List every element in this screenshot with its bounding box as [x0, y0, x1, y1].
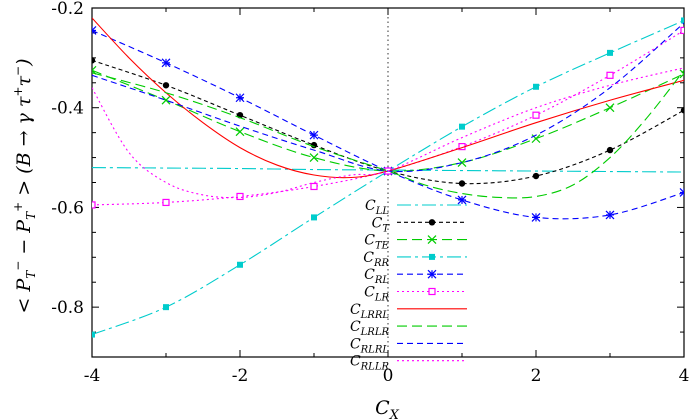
data-point-c-lr: [606, 71, 614, 79]
legend-label-c-rr: CRR: [363, 250, 389, 269]
data-point-c-rl: [309, 130, 319, 140]
series-line-c-rr: [92, 19, 684, 336]
legend-marker-c-te: [427, 235, 437, 245]
series-line-c-ll: [92, 166, 684, 173]
axis-labels: CX < PT− − PT+ > (B → γ τ+τ−): [11, 58, 400, 419]
data-point-c-rl: [92, 26, 97, 35]
y-tick-label: -0.2: [51, 0, 84, 19]
series-c-rlrl: [92, 22, 684, 173]
data-point-c-lr: [680, 26, 684, 35]
data-point-c-rl: [235, 93, 245, 103]
data-point-c-te-stroke: [679, 72, 684, 79]
data-point-c-te: [457, 158, 467, 167]
series-line-c-lrlr: [92, 69, 684, 199]
legend-label-c-ll: CLL: [365, 198, 389, 217]
plot-frame: [91, 7, 685, 358]
data-point-c-rr: [311, 214, 317, 221]
y-tick-label: -0.4: [51, 99, 84, 119]
series-line-c-te: [92, 69, 684, 172]
data-point-c-te-stroke: [235, 127, 245, 137]
x-tick-label: 4: [679, 366, 690, 386]
y-axis-label: < PT− − PT+ > (B → γ τ+τ−): [11, 58, 38, 313]
data-point-c-rl-stroke: [92, 29, 97, 35]
data-point-c-rl-stroke: [92, 26, 97, 32]
legend-marker-c-te-stroke: [427, 235, 437, 245]
legend-label-c-rl: CRL: [364, 267, 389, 286]
data-point-c-t: [680, 107, 684, 114]
data-point-c-rr: [607, 49, 613, 56]
legend-label-c-lrrl: CLRRL: [350, 302, 389, 321]
series-line-c-rllr: [92, 67, 684, 199]
data-point-c-te-stroke: [92, 65, 97, 72]
series-c-lrlr: [92, 69, 684, 199]
data-point-c-t: [532, 172, 540, 180]
data-point-c-rr: [533, 83, 539, 90]
legend-label-c-lrlr: CLRLR: [350, 319, 390, 338]
data-point-c-rr: [163, 304, 169, 311]
data-point-c-t: [606, 146, 614, 154]
x-tick-label: 2: [531, 366, 542, 386]
data-point-c-te: [235, 127, 245, 137]
series-c-ll: [92, 166, 684, 173]
series-c-rl: [92, 26, 684, 222]
data-point-c-t: [458, 180, 466, 187]
data-point-c-te: [605, 103, 615, 113]
y-tick-label: -0.6: [51, 198, 84, 218]
data-point-c-te-stroke: [531, 134, 541, 144]
data-point-c-te-stroke: [605, 103, 615, 113]
data-point-c-te: [531, 134, 541, 144]
data-point-c-rl: [457, 195, 467, 205]
x-tick-label: -2: [232, 366, 249, 386]
legend-label-c-lr: CLR: [364, 285, 389, 304]
data-point-c-rl-stroke: [679, 191, 684, 197]
legend-marker-c-rl: [427, 269, 437, 279]
data-point-c-t: [310, 141, 318, 149]
data-point-c-lr: [162, 198, 170, 207]
x-tick-label: -4: [84, 366, 101, 386]
plot-border: [91, 7, 685, 358]
data-point-c-t: [92, 57, 96, 64]
data-point-c-te: [161, 95, 171, 105]
legend-label-c-rlrl: CRLRL: [350, 336, 389, 355]
series-c-lr: [92, 26, 684, 209]
legend-label-c-te: CTE: [364, 233, 389, 252]
data-point-c-rr: [459, 123, 465, 130]
series-line-c-rlrl: [92, 22, 684, 173]
legend-label-c-rllr: CRLLR: [350, 354, 390, 373]
y-tick-label: -0.8: [51, 298, 84, 318]
data-point-c-rl: [605, 210, 615, 220]
data-point-c-lr: [532, 111, 540, 119]
data-point-c-lr: [236, 192, 244, 201]
data-point-c-te-stroke: [309, 153, 319, 162]
data-point-c-rr: [681, 17, 684, 24]
data-point-c-rl: [161, 58, 171, 68]
series-line-c-lr: [92, 29, 684, 206]
data-point-c-te-stroke: [679, 69, 684, 75]
data-point-c-rl: [679, 188, 684, 197]
data-point-c-rr: [237, 261, 243, 268]
series-layer: [92, 17, 684, 338]
legend-label-c-t: CT: [372, 215, 391, 234]
data-point-c-te: [679, 69, 684, 79]
x-axis-label: CX: [375, 397, 400, 419]
series-c-rr: [92, 17, 684, 338]
legend-marker-c-t: [428, 219, 436, 226]
data-point-c-te-stroke: [457, 158, 467, 167]
data-point-c-lr: [310, 182, 318, 191]
x-tick-label: 0: [383, 366, 394, 386]
data-point-c-rr: [92, 331, 95, 338]
legend-marker-c-rr: [429, 253, 435, 260]
data-point-c-rl: [531, 212, 541, 222]
data-point-c-lr: [92, 201, 96, 209]
legend-marker-c-lr: [428, 287, 436, 296]
data-point-c-t: [162, 82, 170, 89]
series-c-rllr: [92, 67, 684, 199]
data-point-c-rl-stroke: [679, 188, 684, 194]
data-point-c-te-stroke: [161, 95, 171, 105]
data-point-c-te: [309, 153, 319, 162]
